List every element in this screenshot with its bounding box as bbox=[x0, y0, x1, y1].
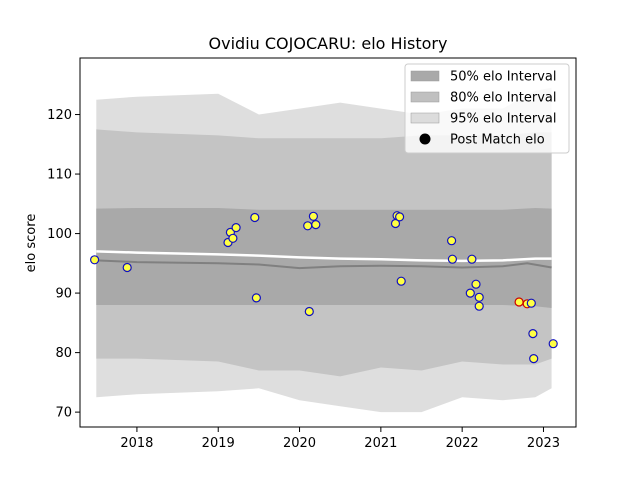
x-tick-label: 2022 bbox=[446, 436, 479, 451]
post-match-elo-point bbox=[231, 223, 241, 233]
legend-swatch bbox=[410, 112, 440, 124]
y-tick-label: 100 bbox=[47, 227, 72, 242]
mean-elo-line bbox=[96, 259, 552, 270]
post-match-elo-point bbox=[308, 211, 318, 221]
y-tick-label: 120 bbox=[47, 108, 72, 123]
post-match-elo-point bbox=[122, 262, 132, 273]
legend-swatch bbox=[410, 70, 440, 82]
post-match-elo-point bbox=[311, 220, 321, 230]
y-tick-label: 110 bbox=[47, 168, 72, 183]
post-match-elo-point bbox=[447, 236, 457, 246]
post-match-elo-point bbox=[529, 354, 539, 364]
post-match-elo-point bbox=[548, 339, 558, 349]
post-match-elo-point bbox=[526, 298, 536, 308]
post-match-elo-point bbox=[467, 254, 477, 264]
post-match-elo-point bbox=[447, 254, 457, 264]
post-match-elo-point bbox=[474, 301, 484, 311]
x-tick-label: 2023 bbox=[527, 436, 560, 451]
legend-marker bbox=[419, 133, 431, 145]
post-match-elo-point bbox=[251, 293, 261, 303]
post-match-elo-point bbox=[528, 329, 538, 339]
legend-box bbox=[404, 63, 570, 154]
post-match-elo-point bbox=[465, 288, 475, 298]
plot-area: 2018 2019 2020 2021 2022 2023 70 80 90 100 110 120 bbox=[47, 57, 577, 451]
y-axis-label: elo score bbox=[24, 214, 39, 273]
legend: 50% elo Interval 80% elo Interval 95% elo … bbox=[404, 63, 570, 154]
x-tick-label: 2021 bbox=[364, 436, 397, 451]
legend-label: 50% elo Interval bbox=[450, 70, 557, 85]
post-match-elo-point bbox=[396, 276, 406, 286]
plot-frame bbox=[79, 57, 577, 428]
post-match-elo-point bbox=[89, 255, 100, 265]
post-match-elo-point bbox=[474, 292, 484, 302]
legend-label: Post Match elo bbox=[450, 133, 545, 148]
legend-label: 95% elo Interval bbox=[450, 112, 557, 127]
post-match-elo-point bbox=[228, 233, 238, 243]
post-match-elo-point bbox=[471, 279, 481, 289]
post-match-elo-point bbox=[514, 297, 524, 307]
legend-swatch bbox=[410, 91, 440, 103]
x-tick-label: 2018 bbox=[120, 436, 153, 451]
upper-line bbox=[96, 250, 552, 263]
y-tick-label: 80 bbox=[55, 346, 72, 361]
chart-title: Ovidiu COJOCARU: elo History bbox=[209, 34, 448, 53]
legend-label: 80% elo Interval bbox=[450, 91, 557, 106]
y-tick-label: 90 bbox=[55, 287, 72, 302]
post-match-elo-point bbox=[395, 212, 405, 222]
x-tick-label: 2019 bbox=[202, 436, 235, 451]
post-match-elo-point bbox=[303, 221, 313, 231]
post-match-elo-point bbox=[304, 306, 314, 317]
y-tick-label: 70 bbox=[55, 406, 72, 421]
post-match-elo-point bbox=[250, 212, 260, 223]
plot-content bbox=[89, 87, 558, 413]
x-tick-label: 2020 bbox=[283, 436, 316, 451]
